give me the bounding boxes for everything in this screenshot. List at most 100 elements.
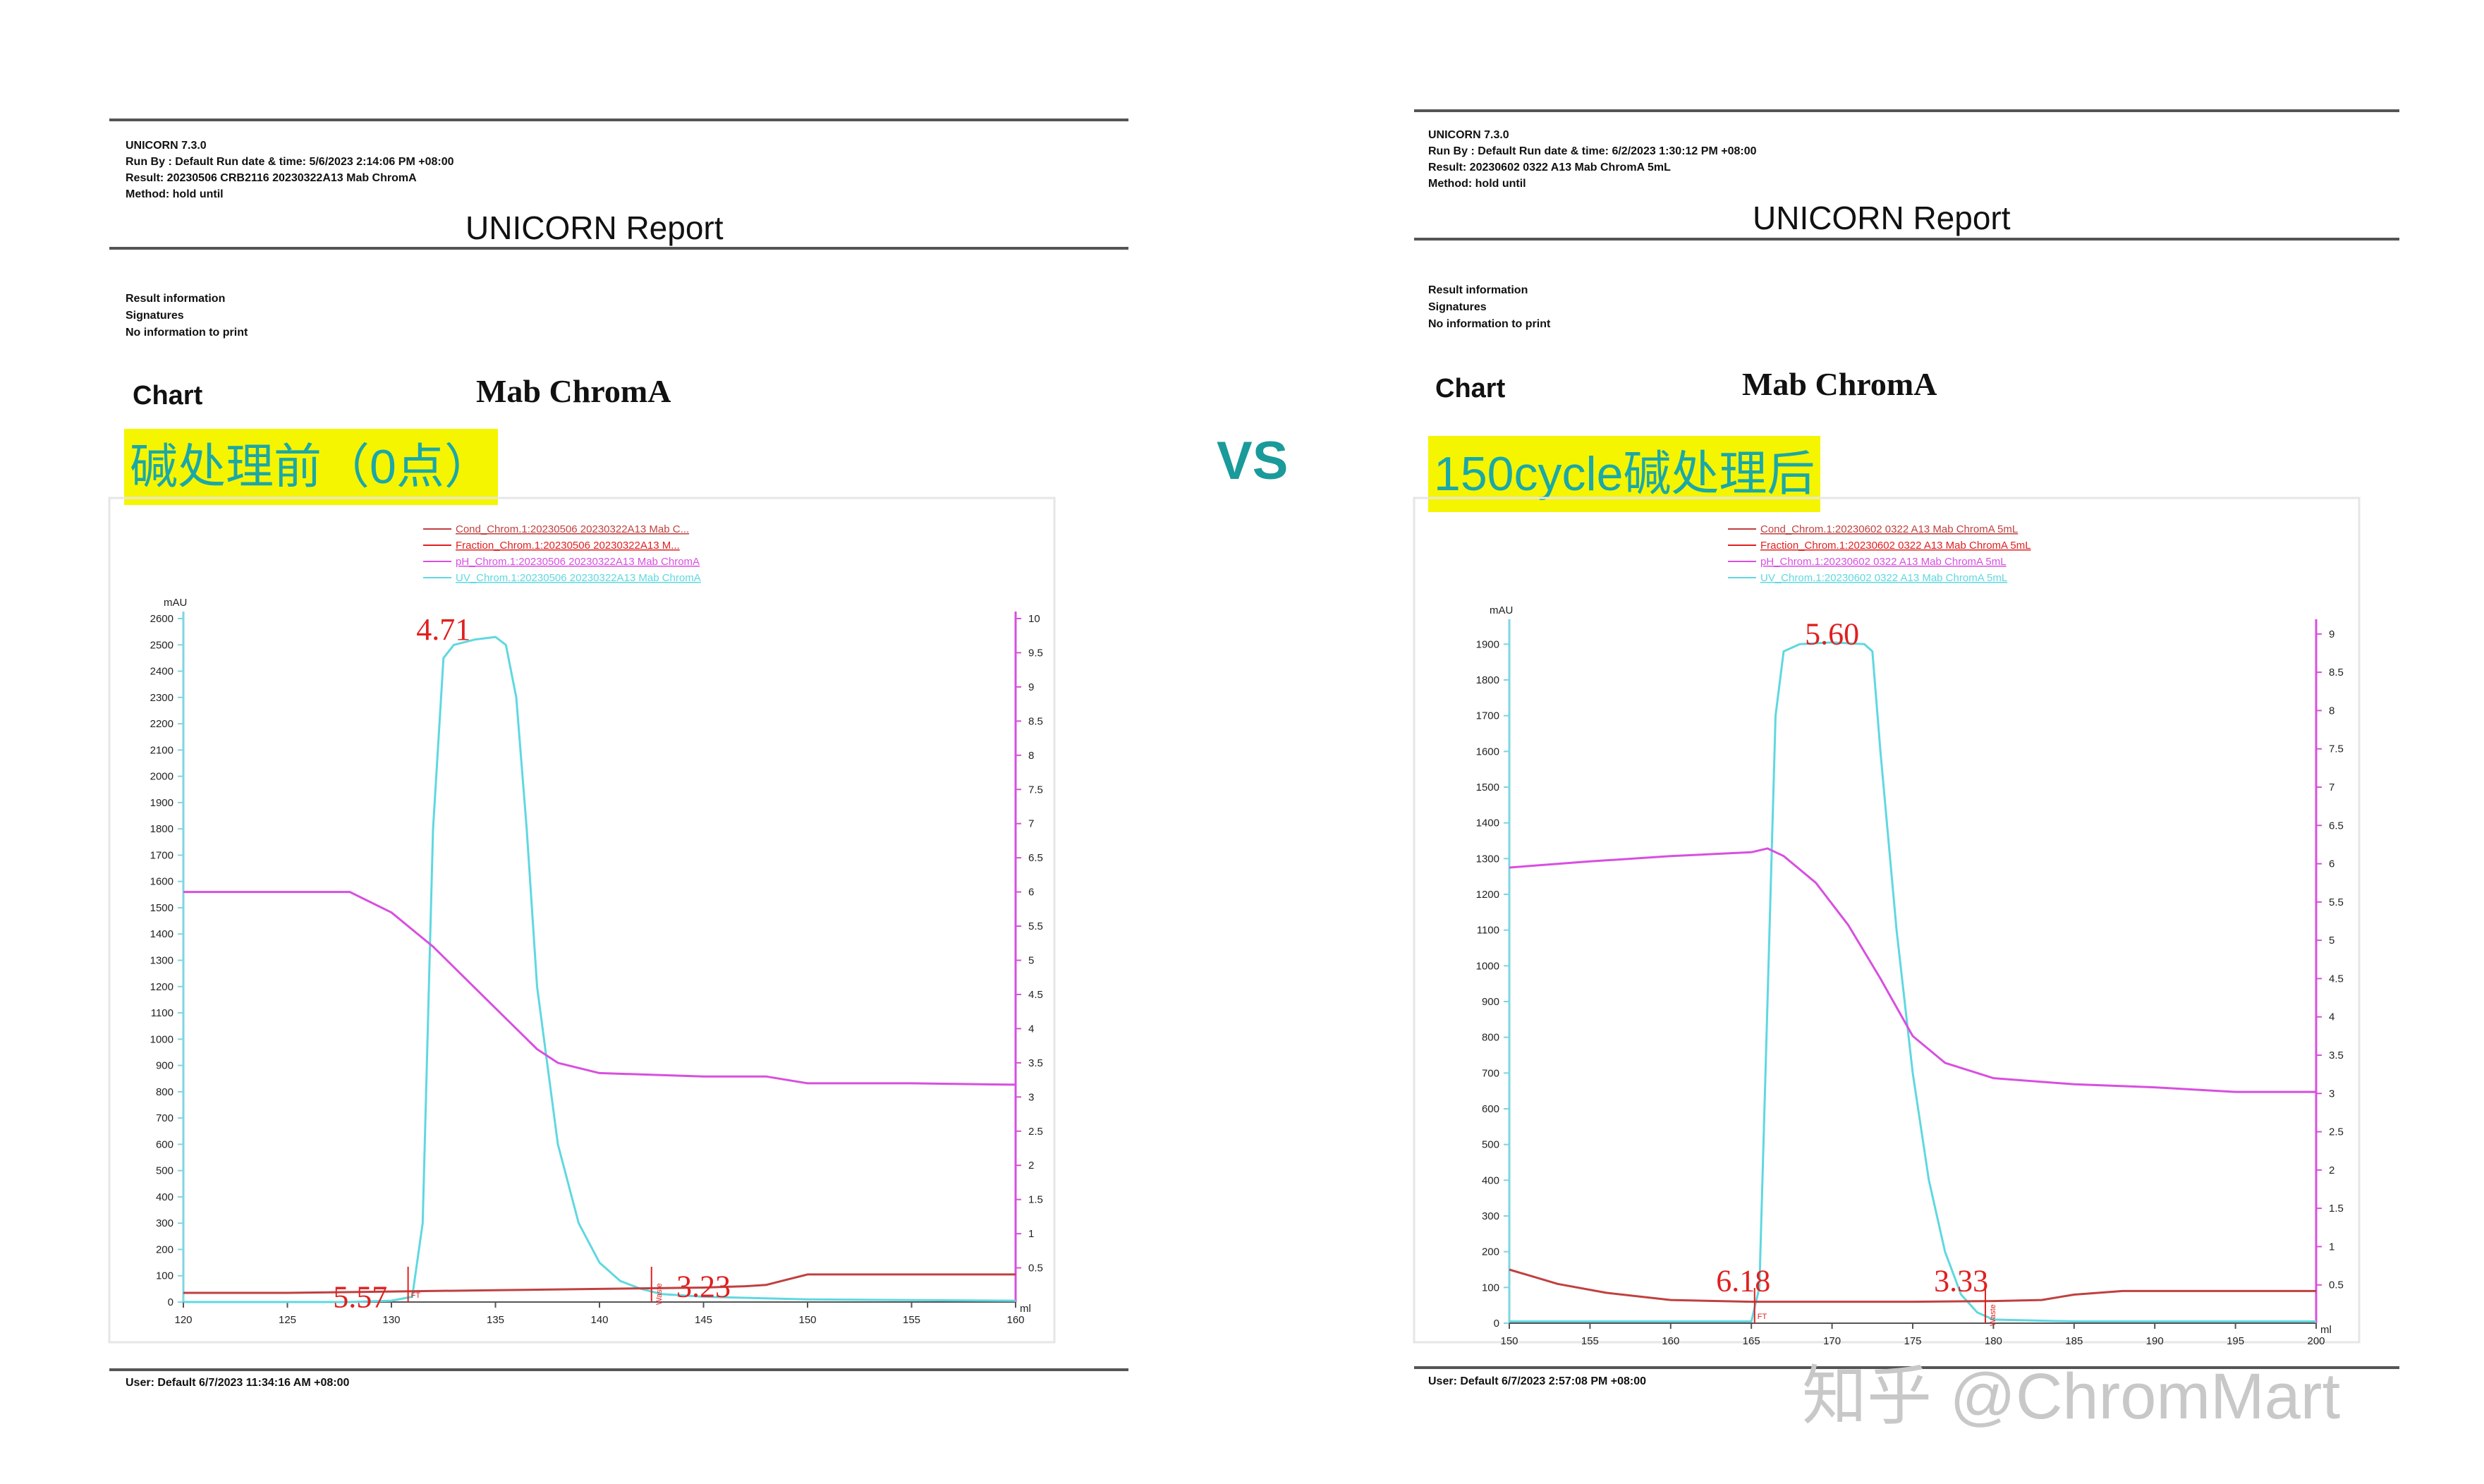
y2-tick-label: 5.5: [1028, 920, 1043, 932]
x-tick-label: 150: [1500, 1335, 1518, 1347]
y-tick-label: 700: [156, 1112, 173, 1124]
x-axis-label: ml: [1020, 1303, 1031, 1315]
header-line-result: Result: 20230506 CRB2116 20230322A13 Mab…: [126, 172, 417, 184]
y-tick-label: 400: [156, 1191, 173, 1203]
footer-rule: [1414, 1366, 2399, 1369]
y-tick-label: 1300: [150, 955, 173, 967]
y-axis-label: mAU: [164, 597, 187, 609]
y-axis-label: mAU: [1490, 604, 1513, 616]
x-tick-label: 125: [279, 1314, 296, 1326]
peak-annotation: 3.23: [676, 1270, 731, 1304]
y-tick-label: 1100: [151, 1007, 173, 1019]
x-tick-label: 165: [1743, 1335, 1760, 1347]
report-panel-before: UNICORN 7.3.0 Run By : Default Run date …: [0, 0, 1199, 1484]
fraction-label: Waste: [655, 1283, 664, 1305]
y-tick-label: 900: [156, 1060, 173, 1072]
y-tick-label: 300: [1482, 1210, 1499, 1222]
y-tick-label: 2600: [150, 613, 173, 625]
y2-tick-label: 3.5: [1028, 1057, 1043, 1069]
y-tick-label: 1100: [1477, 925, 1499, 937]
x-tick-label: 175: [1904, 1335, 1921, 1347]
series-line-ph: [183, 891, 1016, 1086]
x-axis-label: ml: [2320, 1324, 2332, 1336]
y-tick-label: 300: [156, 1217, 173, 1229]
header-line-run: Run By : Default Run date & time: 6/2/20…: [1428, 145, 1757, 157]
y-tick-label: 1400: [150, 928, 173, 940]
y-tick-label: 100: [1482, 1282, 1499, 1294]
y2-tick-label: 4.5: [2329, 973, 2344, 985]
y2-tick-label: 7.5: [2329, 743, 2344, 755]
header-bottom-rule: [109, 247, 1128, 250]
legend-entry: Fraction_Chrom.1:20230506 20230322A13 M.…: [456, 540, 680, 552]
y2-tick-label: 1: [1028, 1228, 1034, 1240]
x-tick-label: 180: [1985, 1335, 2002, 1347]
y-tick-label: 500: [156, 1165, 173, 1177]
legend-entry: Fraction_Chrom.1:20230602 0322 A13 Mab C…: [1760, 540, 2031, 552]
peak-annotation: 5.60: [1805, 616, 1859, 651]
y2-tick-label: 2: [1028, 1160, 1034, 1172]
y2-tick-label: 4: [2329, 1011, 2334, 1023]
y-tick-label: 2000: [150, 771, 173, 783]
series-line-uv: [1509, 641, 2316, 1322]
y-tick-label: 1300: [1476, 853, 1499, 865]
y-tick-label: 800: [156, 1086, 173, 1098]
x-tick-label: 130: [382, 1314, 400, 1326]
y-tick-label: 0: [1494, 1318, 1499, 1330]
y2-tick-label: 8.5: [1028, 715, 1043, 727]
y2-tick-label: 10: [1028, 613, 1040, 625]
y2-tick-label: 6.5: [1028, 852, 1043, 864]
x-tick-label: 120: [174, 1314, 192, 1326]
legend-entry: UV_Chrom.1:20230602 0322 A13 Mab ChromA …: [1760, 572, 2007, 584]
y2-tick-label: 0.5: [2329, 1279, 2344, 1291]
legend-entry: Cond_Chrom.1:20230506 20230322A13 Mab C.…: [456, 523, 689, 535]
y-tick-label: 900: [1482, 996, 1499, 1008]
header-line-version: UNICORN 7.3.0: [1428, 129, 1509, 141]
y2-tick-label: 8: [1028, 750, 1034, 762]
info-result: Result information: [126, 293, 226, 305]
footer-rule: [109, 1368, 1128, 1371]
chart-frame: [108, 497, 1056, 1344]
highlight-label: 碱处理前（0点）: [124, 429, 498, 505]
y-tick-label: 1500: [1476, 781, 1499, 793]
y2-tick-label: 1.5: [1028, 1194, 1043, 1206]
y-tick-label: 0: [168, 1296, 173, 1308]
y-tick-label: 1500: [150, 902, 173, 914]
y2-tick-label: 9: [2329, 628, 2334, 640]
y-tick-label: 1200: [150, 981, 173, 993]
header-line-method: Method: hold until: [126, 188, 224, 200]
y-tick-label: 2300: [150, 692, 173, 704]
y2-tick-label: 6.5: [2329, 820, 2344, 832]
y2-tick-label: 7: [1028, 818, 1034, 830]
fraction-label: FT: [411, 1291, 421, 1300]
y-tick-label: 1400: [1476, 817, 1499, 829]
footer-user: User: Default 6/7/2023 2:57:08 PM +08:00: [1428, 1375, 1647, 1387]
peak-annotation: 6.18: [1716, 1263, 1770, 1298]
peak-annotation: 5.57: [333, 1279, 387, 1314]
x-tick-label: 160: [1662, 1335, 1679, 1347]
x-tick-label: 160: [1006, 1314, 1024, 1326]
y2-tick-label: 1.5: [2329, 1203, 2344, 1215]
y-tick-label: 1900: [1476, 638, 1499, 650]
y2-tick-label: 8: [2329, 705, 2334, 717]
y2-tick-label: 0.5: [1028, 1263, 1043, 1275]
footer-user: User: Default 6/7/2023 11:34:16 AM +08:0…: [126, 1377, 350, 1389]
chromatogram-before: Cond_Chrom.1:20230506 20230322A13 Mab C.…: [108, 497, 1056, 1344]
report-title: UNICORN Report: [1753, 200, 2011, 236]
x-tick-label: 170: [1823, 1335, 1841, 1347]
y2-tick-label: 2.5: [2329, 1126, 2344, 1138]
y2-tick-label: 6: [1028, 887, 1034, 899]
chart-title: Mab ChromA: [1742, 366, 1937, 402]
vs-label: VS: [1217, 431, 1289, 491]
header-line-version: UNICORN 7.3.0: [126, 140, 207, 152]
info-result: Result information: [1428, 284, 1528, 296]
peak-annotation: 4.71: [416, 612, 470, 647]
info-signatures: Signatures: [126, 310, 184, 322]
y-tick-label: 2400: [150, 666, 173, 678]
header-top-rule: [109, 118, 1128, 121]
y-tick-label: 1000: [150, 1033, 173, 1045]
y2-tick-label: 9: [1028, 681, 1034, 693]
y2-tick-label: 5: [2329, 935, 2334, 947]
y2-tick-label: 2.5: [1028, 1126, 1043, 1138]
series-line-ph: [1509, 847, 2316, 1093]
header-line-run: Run By : Default Run date & time: 5/6/20…: [126, 156, 454, 168]
